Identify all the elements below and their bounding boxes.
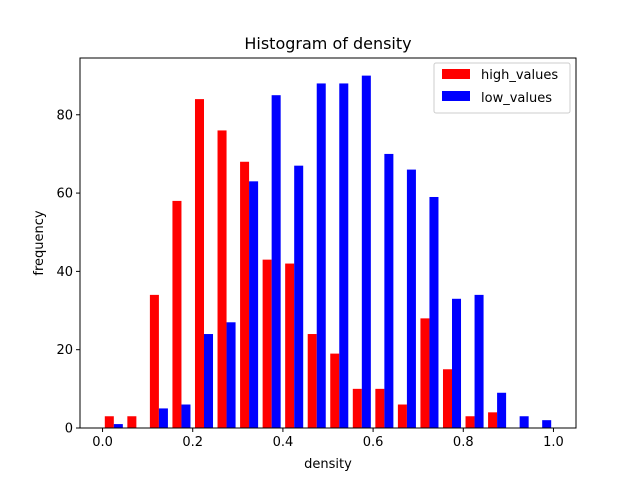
chart-title: Histogram of density xyxy=(244,34,411,53)
bar-low_values-13 xyxy=(406,169,416,428)
bar-high_values-10 xyxy=(330,353,340,428)
bar-high_values-12 xyxy=(375,388,385,428)
bar-high_values-7 xyxy=(262,259,272,428)
bar-high_values-13 xyxy=(397,404,407,428)
bar-low_values-18 xyxy=(519,416,529,428)
x-tick-label: 0.4 xyxy=(273,435,294,450)
plot-frame xyxy=(79,57,577,429)
bar-low_values-10 xyxy=(339,83,349,428)
x-tick-label: 1.0 xyxy=(543,435,564,450)
bar-low_values-7 xyxy=(271,95,281,428)
bar-low_values-11 xyxy=(361,75,371,429)
bar-low_values-16 xyxy=(474,294,484,428)
bar-high_values-5 xyxy=(217,130,227,428)
x-tick-label: 0.2 xyxy=(182,435,203,450)
legend-label-low: low_values xyxy=(481,91,552,106)
bars-group xyxy=(104,75,552,429)
bar-low_values-17 xyxy=(497,392,507,428)
bar-high_values-11 xyxy=(352,388,362,428)
x-axis-label: density xyxy=(304,457,352,472)
bar-high_values-4 xyxy=(194,99,204,429)
y-tick-label: 20 xyxy=(56,343,73,358)
bar-low_values-14 xyxy=(429,196,439,428)
bar-low_values-0 xyxy=(113,424,123,428)
bar-high_values-6 xyxy=(240,161,250,428)
x-tick-label: 0.8 xyxy=(453,435,474,450)
y-tick-label: 80 xyxy=(56,108,73,123)
bar-high_values-14 xyxy=(420,318,430,428)
x-tick-label: 0.6 xyxy=(363,435,384,450)
legend-swatch-low xyxy=(442,91,470,101)
x-ticks: 0.0 0.2 0.4 0.6 0.8 1.0 xyxy=(92,428,564,450)
legend-swatch-high xyxy=(442,69,470,79)
y-ticks: 0 20 40 60 80 xyxy=(56,108,80,437)
bar-low_values-3 xyxy=(181,404,191,428)
bar-high_values-0 xyxy=(104,416,114,428)
bar-high_values-3 xyxy=(172,200,182,428)
bar-low_values-2 xyxy=(158,408,168,428)
x-tick-label: 0.0 xyxy=(92,435,113,450)
bar-low_values-12 xyxy=(384,153,394,428)
bar-high_values-9 xyxy=(307,334,317,428)
bar-low_values-8 xyxy=(294,165,304,429)
legend-label-high: high_values xyxy=(481,68,558,83)
bar-low_values-15 xyxy=(452,298,462,428)
bar-low_values-19 xyxy=(542,420,552,428)
legend: high_values low_values xyxy=(433,62,571,114)
bar-low_values-9 xyxy=(316,83,326,428)
y-tick-label: 60 xyxy=(56,187,73,202)
bar-low_values-5 xyxy=(226,322,236,428)
bar-high_values-17 xyxy=(488,412,498,428)
y-tick-label: 0 xyxy=(65,422,73,437)
bar-high_values-8 xyxy=(285,263,295,428)
bar-high_values-1 xyxy=(127,416,137,428)
bar-low_values-6 xyxy=(249,181,259,428)
bar-high_values-2 xyxy=(149,294,159,428)
y-axis-label: frequency xyxy=(32,210,47,276)
bar-low_values-4 xyxy=(204,334,214,428)
bar-high_values-16 xyxy=(465,416,475,428)
y-tick-label: 40 xyxy=(56,265,73,280)
bar-high_values-15 xyxy=(442,369,452,428)
